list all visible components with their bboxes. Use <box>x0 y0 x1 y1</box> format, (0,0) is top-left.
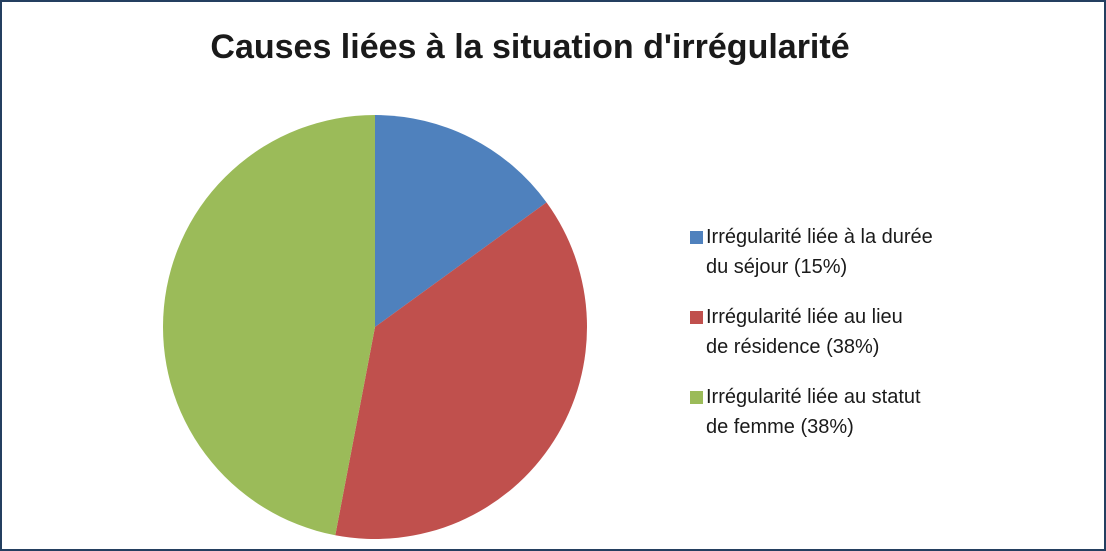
pie-slice <box>163 115 375 536</box>
legend-swatch <box>690 311 703 324</box>
legend-swatch <box>690 231 703 244</box>
legend-label: Irrégularité liée à la durée du séjour (… <box>706 226 933 278</box>
pie-slice <box>375 115 547 327</box>
legend-item: Irrégularité liée au lieu de résidence (… <box>690 302 933 362</box>
legend-item: Irrégularité liée au statut de femme (38… <box>690 382 933 442</box>
legend-label: Irrégularité liée au statut de femme (38… <box>706 386 921 438</box>
legend-label: Irrégularité liée au lieu de résidence (… <box>706 306 903 358</box>
legend-swatch <box>690 391 703 404</box>
legend-item: Irrégularité liée à la durée du séjour (… <box>690 222 933 282</box>
pie-slice <box>335 202 587 539</box>
legend: Irrégularité liée à la durée du séjour (… <box>690 222 933 462</box>
chart-title: Causes liées à la situation d'irrégulari… <box>210 28 850 66</box>
